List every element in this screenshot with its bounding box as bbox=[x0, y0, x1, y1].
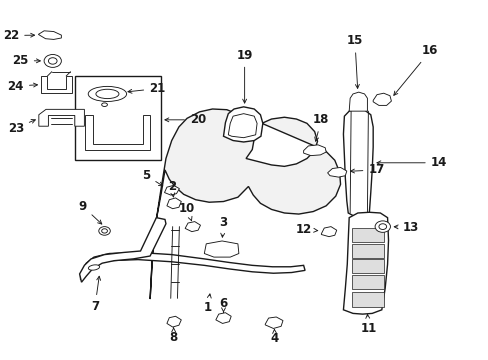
Polygon shape bbox=[343, 109, 372, 218]
Polygon shape bbox=[327, 167, 346, 177]
Polygon shape bbox=[264, 317, 283, 328]
Ellipse shape bbox=[88, 86, 126, 102]
Text: 10: 10 bbox=[179, 202, 195, 221]
Text: 21: 21 bbox=[128, 82, 165, 95]
Polygon shape bbox=[348, 92, 366, 111]
Text: 14: 14 bbox=[376, 156, 446, 169]
Text: 1: 1 bbox=[203, 294, 211, 314]
Polygon shape bbox=[80, 218, 165, 282]
Text: 3: 3 bbox=[219, 216, 227, 237]
Text: 8: 8 bbox=[169, 328, 177, 344]
Text: 4: 4 bbox=[270, 329, 278, 345]
Polygon shape bbox=[166, 316, 181, 327]
Circle shape bbox=[102, 229, 107, 233]
Text: 25: 25 bbox=[12, 54, 40, 67]
Text: 11: 11 bbox=[360, 314, 376, 335]
Polygon shape bbox=[39, 109, 84, 126]
Polygon shape bbox=[372, 93, 390, 105]
FancyBboxPatch shape bbox=[351, 292, 383, 307]
Polygon shape bbox=[164, 185, 179, 195]
Ellipse shape bbox=[102, 103, 107, 107]
Circle shape bbox=[378, 224, 386, 229]
Text: 24: 24 bbox=[8, 80, 38, 93]
Text: 6: 6 bbox=[219, 297, 227, 312]
Text: 9: 9 bbox=[79, 200, 102, 224]
Text: 19: 19 bbox=[236, 49, 252, 103]
Text: 18: 18 bbox=[312, 113, 329, 141]
FancyBboxPatch shape bbox=[351, 244, 383, 258]
Text: 23: 23 bbox=[8, 120, 35, 135]
Text: 15: 15 bbox=[346, 34, 363, 88]
Ellipse shape bbox=[96, 89, 119, 99]
FancyBboxPatch shape bbox=[351, 228, 383, 242]
Polygon shape bbox=[85, 116, 150, 149]
Text: 22: 22 bbox=[3, 29, 35, 42]
Polygon shape bbox=[215, 313, 231, 323]
Circle shape bbox=[374, 221, 389, 232]
Polygon shape bbox=[81, 252, 305, 280]
Polygon shape bbox=[228, 114, 257, 138]
Polygon shape bbox=[41, 76, 72, 93]
Polygon shape bbox=[223, 107, 263, 142]
Polygon shape bbox=[150, 109, 340, 299]
Bar bbox=[75, 76, 161, 160]
Circle shape bbox=[99, 226, 110, 235]
FancyBboxPatch shape bbox=[351, 275, 383, 289]
Text: 12: 12 bbox=[295, 223, 317, 236]
Text: 20: 20 bbox=[164, 113, 206, 126]
Text: 5: 5 bbox=[142, 169, 163, 186]
Polygon shape bbox=[185, 222, 200, 231]
Polygon shape bbox=[343, 212, 388, 314]
Ellipse shape bbox=[88, 265, 100, 270]
Polygon shape bbox=[204, 241, 238, 257]
Text: 17: 17 bbox=[350, 163, 384, 176]
Text: 7: 7 bbox=[91, 276, 101, 313]
Polygon shape bbox=[321, 226, 336, 237]
Polygon shape bbox=[166, 198, 181, 209]
Polygon shape bbox=[303, 145, 325, 156]
Text: 16: 16 bbox=[393, 44, 438, 95]
Polygon shape bbox=[38, 31, 61, 40]
FancyBboxPatch shape bbox=[351, 259, 383, 273]
Text: 13: 13 bbox=[393, 221, 418, 234]
Text: 2: 2 bbox=[167, 180, 175, 197]
Circle shape bbox=[44, 54, 61, 67]
Circle shape bbox=[48, 58, 57, 64]
